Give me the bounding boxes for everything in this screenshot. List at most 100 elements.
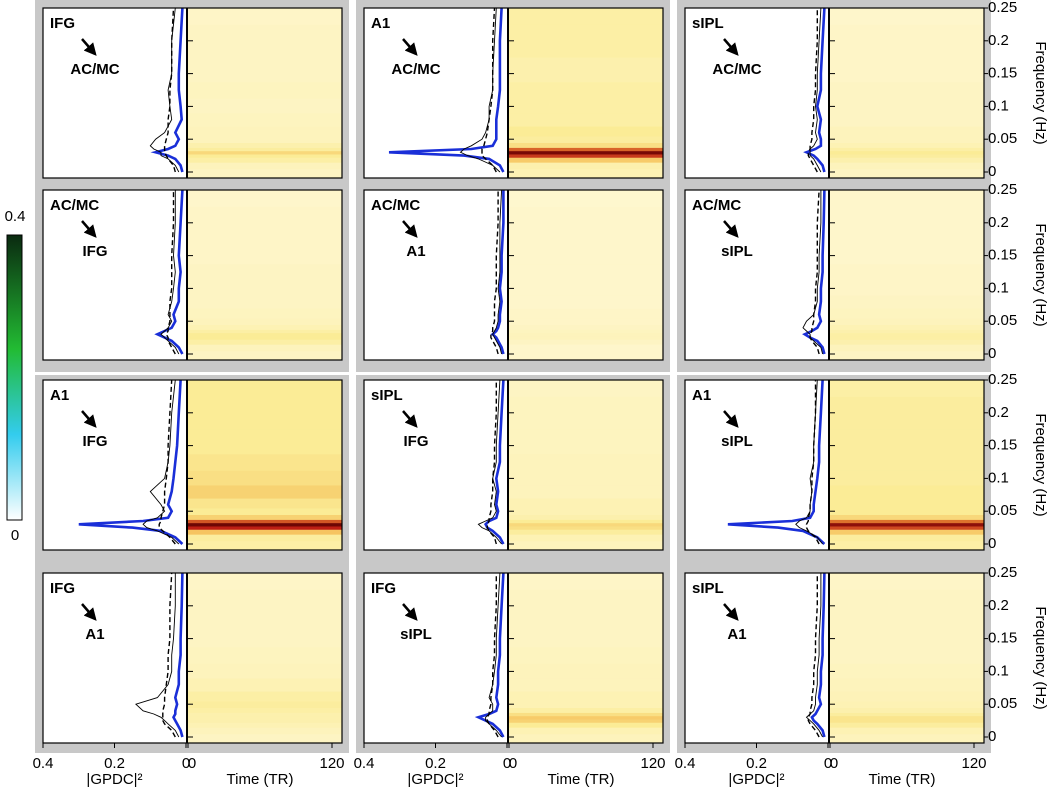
target-label: IFG [83, 243, 108, 260]
x-tick-label: 0.4 [33, 755, 54, 772]
heatmap-cell [188, 168, 342, 179]
heatmap-cell [830, 540, 984, 551]
heatmap-cell [509, 507, 663, 515]
y-axis-label: Frequency (Hz) [1032, 223, 1049, 326]
heatmap-cell [188, 498, 342, 509]
heatmap-cell [188, 646, 342, 664]
heatmap-cell [830, 263, 984, 281]
y-tick-label: 0.15 [988, 247, 1017, 264]
source-label: A1 [371, 15, 390, 32]
x-tick-label: 120 [640, 755, 665, 772]
heatmap-cell [509, 206, 663, 240]
heatmap-cell [830, 722, 984, 728]
heatmap-cell [509, 147, 663, 152]
source-label: AC/MC [371, 197, 420, 214]
source-label: IFG [371, 580, 396, 597]
target-label: A1 [406, 243, 425, 260]
heatmap-cell [830, 429, 984, 455]
heatmap-cell [830, 589, 984, 623]
heatmap-cell [188, 522, 342, 527]
heatmap-cell [188, 514, 342, 520]
colorbar-tick-label: 0 [11, 527, 19, 544]
heatmap-cell [509, 663, 663, 679]
heatmap-cell [830, 150, 984, 155]
heatmap-cell [830, 727, 984, 735]
heatmap-cell [830, 308, 984, 319]
source-label: IFG [50, 580, 75, 597]
heatmap-cell [830, 715, 984, 720]
gpdc-curve [142, 379, 180, 545]
heatmap-cell [188, 429, 342, 455]
heatmap-cell [188, 317, 342, 325]
heatmap-cell [830, 324, 984, 330]
gpdc-curve [807, 573, 820, 738]
target-label: IFG [404, 433, 429, 450]
heatmap-cell [830, 153, 984, 158]
colorbar-tick-label: 0.4 [5, 208, 26, 225]
source-label: A1 [692, 387, 711, 404]
heatmap-cell [188, 519, 342, 524]
heatmap-cell [188, 280, 342, 296]
heatmap-cell [830, 514, 984, 520]
heatmap-cell [830, 168, 984, 179]
heatmap-cell [830, 573, 984, 590]
heatmap-cell [830, 317, 984, 325]
heatmap-cell [509, 677, 663, 692]
heatmap-cell [509, 98, 663, 114]
heatmap-cell [509, 190, 663, 207]
heatmap-cell [830, 691, 984, 702]
heatmap-cell [188, 573, 342, 590]
heatmap-cell [509, 126, 663, 137]
heatmap-cell [188, 142, 342, 148]
heatmap-cell [188, 112, 342, 127]
heatmap-cell [830, 718, 984, 723]
heatmap-cell [830, 329, 984, 334]
y-tick-label: 0.05 [988, 502, 1017, 519]
heatmap-cell [830, 190, 984, 207]
heatmap-cell [188, 712, 342, 717]
heatmap-cell [509, 429, 663, 455]
heatmap-cell [830, 622, 984, 648]
y-tick-label: 0.15 [988, 65, 1017, 82]
x-tick-label: 0.4 [354, 755, 375, 772]
x-axis-label: |GPDC|² [407, 771, 463, 788]
gpdc-curve [163, 7, 176, 173]
heatmap-cell [830, 498, 984, 509]
gpdc-curve [492, 189, 503, 355]
heatmap-cell [188, 150, 342, 155]
heatmap-cell [509, 280, 663, 296]
y-tick-label: 0.25 [988, 371, 1017, 388]
heatmap-cell [188, 263, 342, 281]
gpdc-curve [150, 7, 184, 173]
y-tick-label: 0.05 [988, 312, 1017, 329]
heatmap-cell [830, 8, 984, 25]
heatmap-cell [188, 733, 342, 744]
heatmap-cell [188, 484, 342, 499]
heatmap-cell [830, 525, 984, 530]
heatmap-cell [509, 339, 663, 345]
x-tick-label: 120 [319, 755, 344, 772]
heatmap-cell [188, 190, 342, 207]
heatmap-cell [830, 453, 984, 471]
heatmap-cell [509, 335, 663, 340]
heatmap-cell [509, 332, 663, 337]
heatmap-cell [509, 329, 663, 334]
heatmap-cell [509, 525, 663, 530]
heatmap-cell [830, 350, 984, 361]
target-label: IFG [83, 433, 108, 450]
y-tick-label: 0.2 [988, 214, 1009, 231]
heatmap-cell [188, 534, 342, 542]
y-axis-label: Frequency (Hz) [1032, 606, 1049, 709]
heatmap-cell [509, 498, 663, 509]
heatmap-cell [830, 344, 984, 352]
heatmap-cell [830, 239, 984, 265]
heatmap-cell [188, 239, 342, 265]
heatmap-cell [188, 589, 342, 623]
heatmap-cell [830, 142, 984, 148]
gpdc-curve [807, 8, 818, 173]
gpdc-curve [483, 379, 505, 545]
heatmap-cell [188, 157, 342, 163]
heatmap-cell [509, 727, 663, 735]
heatmap-cell [509, 519, 663, 524]
target-label: AC/MC [391, 61, 440, 78]
